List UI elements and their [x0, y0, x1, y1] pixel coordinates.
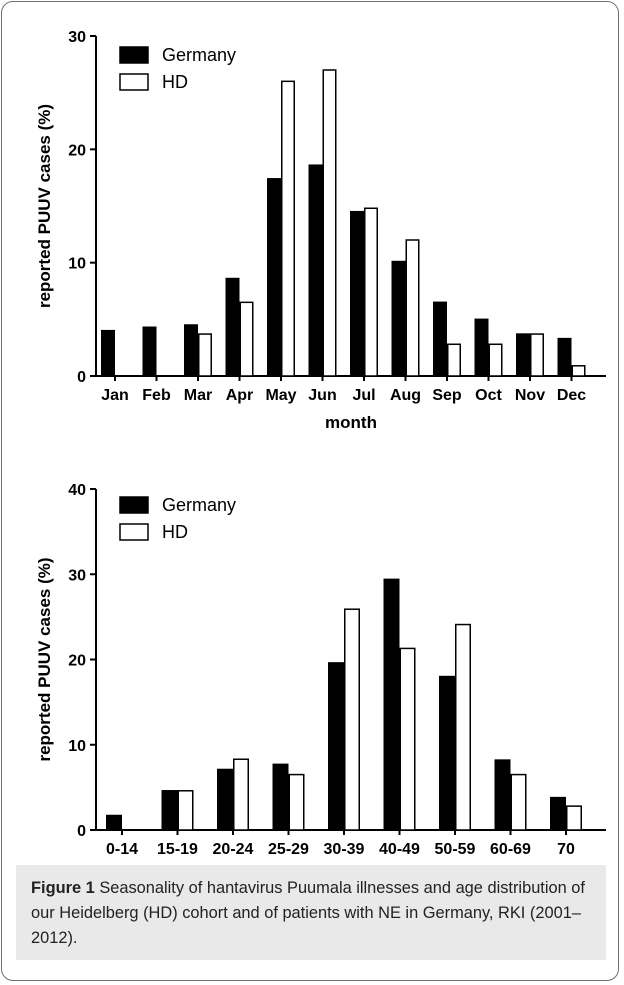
- legend-label-germany: Germany: [162, 495, 236, 515]
- x-tick-label: Sep: [432, 387, 462, 404]
- legend-swatch-hd: [119, 73, 149, 91]
- x-tick-label: 70: [557, 841, 575, 858]
- bar-hd-jul: [364, 207, 378, 377]
- y-tick-label: 30: [68, 29, 86, 46]
- seasonality-chart: 0 10 20 30 Jan Feb Mar Apr May Jun Jul Aug Sep Oct Nov…: [35, 29, 606, 432]
- x-tick-label: 30-39: [324, 841, 365, 858]
- bar-hd-60-69: [510, 773, 527, 831]
- x-tick-label: Nov: [515, 387, 545, 404]
- x-tick-label: 60-69: [490, 841, 531, 858]
- x-tick-label: Aug: [390, 387, 421, 404]
- x-axis-label: month: [325, 413, 377, 432]
- figure-caption-text: Seasonality of hantavirus Puumala illnes…: [31, 879, 585, 947]
- legend-swatch-hd: [119, 523, 149, 541]
- y-axis-label: reported PUUV cases (%): [35, 557, 54, 761]
- bar-germany-nov: [516, 333, 530, 377]
- x-tick-label: 15-19: [157, 841, 198, 858]
- bar-hd-jun: [322, 69, 337, 377]
- bar-germany-15-19: [161, 790, 178, 831]
- x-tick-label: Feb: [142, 387, 171, 404]
- bar-germany-60-69: [494, 759, 511, 831]
- legend-swatch-germany: [119, 496, 149, 514]
- x-tick-label: Mar: [184, 387, 212, 404]
- y-axis-label: reported PUUV cases (%): [35, 104, 54, 308]
- bar-hd-40-49: [399, 647, 416, 831]
- x-tick-label: May: [265, 387, 296, 404]
- bar-germany-70: [550, 796, 566, 831]
- bar-germany-20-24: [217, 768, 233, 831]
- bar-hd-aug: [405, 239, 420, 377]
- y-tick-label: 20: [68, 142, 86, 159]
- x-tick-label: Dec: [557, 387, 586, 404]
- bar-hd-20-24: [233, 758, 249, 831]
- x-tick-label: Jun: [308, 387, 336, 404]
- bar-germany-25-29: [272, 763, 289, 831]
- bar-germany-40-49: [383, 578, 400, 831]
- bar-germany-dec: [557, 337, 572, 377]
- bar-germany-30-39: [328, 662, 344, 831]
- bar-germany-may: [267, 178, 281, 377]
- bar-hd-nov: [530, 333, 544, 377]
- bar-hd-may: [281, 80, 295, 377]
- legend-label-hd: HD: [162, 522, 188, 542]
- x-tick-label: Jul: [352, 387, 375, 404]
- bar-germany-oct: [474, 318, 489, 377]
- y-tick-label: 0: [77, 823, 86, 840]
- figure-caption: Figure 1 Seasonality of hantavirus Puuma…: [16, 865, 606, 960]
- bar-germany-50-59: [439, 675, 455, 831]
- bar-hd-sep: [447, 343, 461, 377]
- y-tick-label: 40: [68, 482, 86, 499]
- bar-germany-0-14: [106, 814, 122, 831]
- bar-germany-mar: [184, 324, 198, 377]
- x-tick-label: 20-24: [213, 841, 254, 858]
- bar-hd-30-39: [344, 608, 360, 831]
- bar-germany-aug: [391, 260, 406, 377]
- bar-germany-apr: [225, 277, 240, 377]
- bar-hd-dec: [571, 365, 586, 377]
- x-tick-label: 40-49: [379, 841, 420, 858]
- bar-germany-jul: [350, 210, 364, 377]
- figure-label: Figure 1: [31, 879, 95, 897]
- bar-germany-sep: [433, 301, 447, 377]
- x-tick-label: Jan: [101, 387, 129, 404]
- age-distribution-chart: 0 10 20 30 40 0-14 15-19 20-24 25-29 30-39 40-49 50…: [35, 482, 606, 870]
- legend-swatch-germany: [119, 46, 149, 64]
- x-tick-label: 0-14: [106, 841, 138, 858]
- bar-hd-70: [566, 805, 582, 831]
- bar-hd-15-19: [177, 790, 194, 831]
- y-tick-label: 10: [68, 256, 86, 273]
- x-tick-label: Oct: [475, 387, 502, 404]
- y-tick-label: 0: [77, 369, 86, 386]
- bar-hd-oct: [488, 343, 503, 377]
- bar-germany-jun: [308, 164, 323, 377]
- y-tick-label: 10: [68, 738, 86, 755]
- bar-hd-apr: [239, 301, 254, 377]
- bar-germany-feb: [142, 326, 157, 377]
- legend-label-hd: HD: [162, 72, 188, 92]
- bar-germany-jan: [101, 329, 115, 377]
- y-tick-label: 20: [68, 653, 86, 670]
- x-tick-label: Apr: [226, 387, 254, 404]
- x-tick-label: 25-29: [268, 841, 309, 858]
- bar-hd-mar: [198, 333, 212, 377]
- bar-hd-50-59: [455, 623, 471, 831]
- x-tick-label: 50-59: [435, 841, 476, 858]
- bar-hd-25-29: [288, 773, 305, 831]
- y-tick-label: 30: [68, 567, 86, 584]
- legend-label-germany: Germany: [162, 45, 236, 65]
